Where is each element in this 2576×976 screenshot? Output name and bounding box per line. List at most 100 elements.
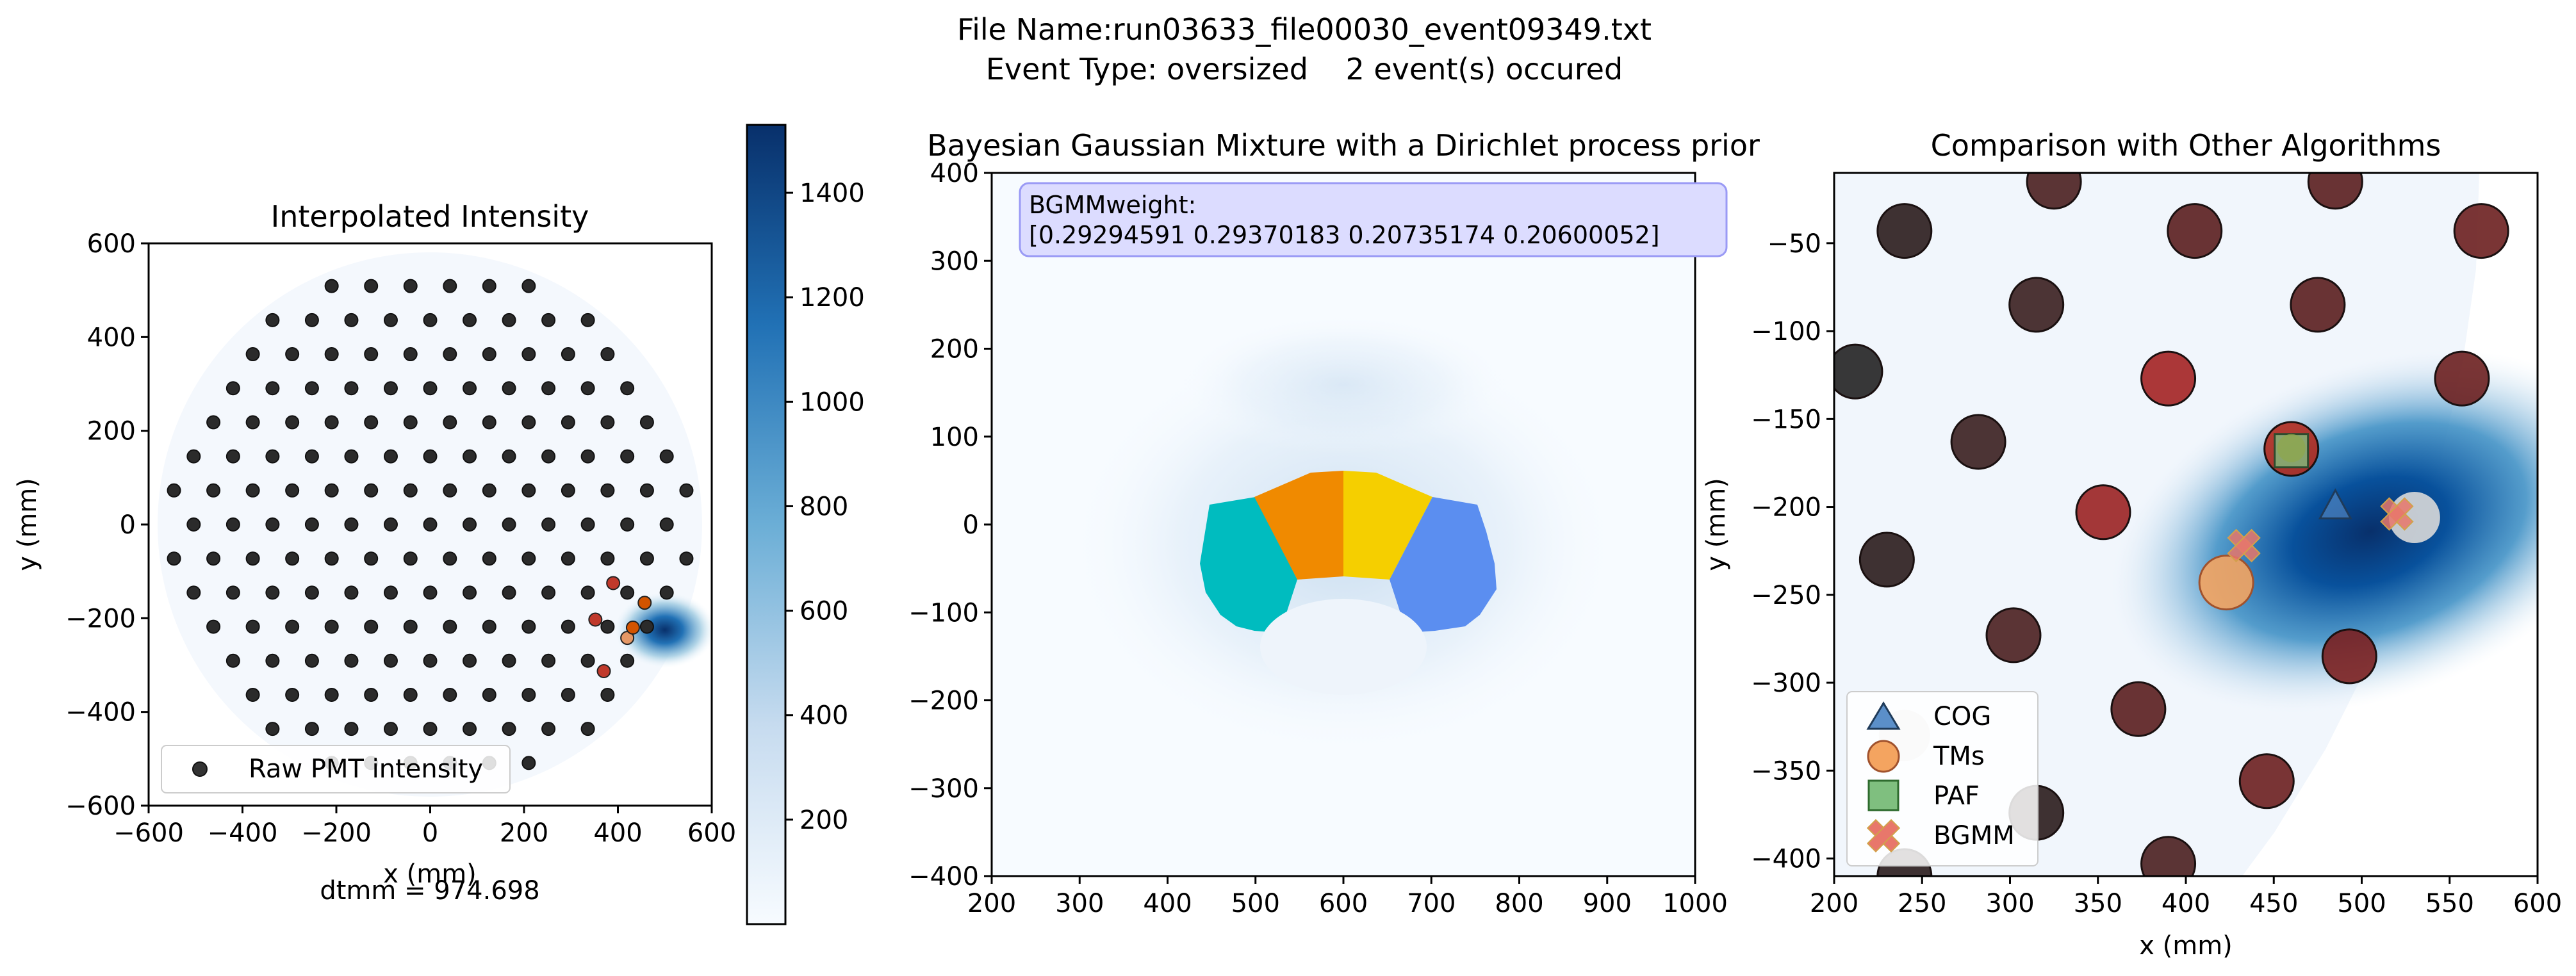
p1-pmt-marker bbox=[463, 517, 477, 532]
p3-ytick-label: −200 bbox=[908, 687, 979, 716]
p4-legend-bgmm-marker bbox=[1866, 818, 1901, 853]
p1-pmt-marker bbox=[383, 313, 398, 327]
p3-xtick-label: 900 bbox=[1583, 889, 1632, 918]
p4-xtick-label: 450 bbox=[2249, 889, 2298, 918]
p1-ytick-label: 400 bbox=[87, 323, 136, 352]
p4-xtick-label: 600 bbox=[2513, 889, 2562, 918]
p1-ytick-label: −200 bbox=[65, 604, 136, 633]
p1-hot-pmt-marker bbox=[596, 664, 611, 679]
p1-pmt-marker bbox=[383, 517, 398, 532]
p1-pmt-marker bbox=[383, 585, 398, 600]
p1-pmt-marker bbox=[580, 722, 595, 736]
p1-pmt-marker bbox=[364, 687, 379, 702]
colorbar: 200 400 600 800 1000 1200 1400 bbox=[746, 124, 865, 925]
p4-title: Comparison with Other Algorithms bbox=[1931, 128, 2441, 163]
p1-pmt-marker bbox=[443, 551, 457, 566]
p1-pmt-marker bbox=[521, 279, 536, 293]
p1-pmt-marker bbox=[580, 381, 595, 396]
colorbar-tick-label: 1000 bbox=[800, 387, 865, 417]
p1-pmt-marker bbox=[541, 517, 556, 532]
p1-pmt-marker bbox=[344, 449, 359, 464]
p1-pmt-marker bbox=[167, 551, 181, 566]
colorbar-tick-label: 1200 bbox=[800, 283, 865, 313]
p1-pmt-marker bbox=[403, 483, 418, 498]
p3-ytick-label: 300 bbox=[930, 247, 979, 276]
p1-pmt-marker bbox=[561, 619, 575, 634]
p1-hot-pmt-marker bbox=[588, 612, 603, 627]
p1-pmt-marker bbox=[403, 687, 418, 702]
p1-pmt-marker bbox=[659, 585, 674, 600]
p1-pmt-marker bbox=[600, 347, 615, 362]
p1-pmt-marker bbox=[561, 347, 575, 362]
p1-pmt-marker bbox=[265, 517, 280, 532]
p1-x-ticks: −600 −400 −200 0 200 400 600 bbox=[113, 806, 736, 848]
p1-pmt-marker bbox=[265, 653, 280, 668]
p4-legend-tms: TMs bbox=[1933, 742, 1985, 771]
p1-pmt-marker bbox=[245, 619, 260, 634]
p1-ylabel: y (mm) bbox=[13, 478, 42, 571]
p1-hot-pmt-marker bbox=[637, 596, 652, 610]
p4-legend-box bbox=[1846, 691, 2039, 866]
p1-pmt-marker bbox=[482, 347, 496, 362]
p4-legend-cog-marker bbox=[1866, 701, 1901, 730]
p1-xtick-label: −600 bbox=[113, 818, 184, 848]
p4-algorithm-markers bbox=[2198, 433, 2414, 611]
p1-pmt-marker bbox=[541, 653, 556, 668]
p1-pmt-marker bbox=[600, 415, 615, 430]
p3-ytick-label: −300 bbox=[908, 774, 979, 804]
p1-y-ticks: −600 −400 −200 0 200 400 600 bbox=[65, 229, 149, 821]
p4-xtick-label: 550 bbox=[2425, 889, 2474, 918]
p1-pmt-marker bbox=[383, 653, 398, 668]
p1-pmt-marker bbox=[423, 653, 438, 668]
p1-pmt-marker bbox=[383, 449, 398, 464]
p3-annotation-line1: BGMMweight: bbox=[1029, 191, 1196, 219]
p3-plot-area bbox=[992, 173, 1695, 876]
p1-pmt-marker bbox=[443, 619, 457, 634]
p1-pmt-marker bbox=[620, 585, 635, 600]
p1-xtick-label: 600 bbox=[687, 818, 736, 848]
p3-x-ticks: 200 300 400 500 600 700 800 900 1000 bbox=[967, 876, 1728, 918]
p4-legend-paf: PAF bbox=[1933, 781, 1980, 811]
p4-tms-marker bbox=[2198, 555, 2254, 611]
p1-pmt-marker bbox=[521, 687, 536, 702]
p1-pmt-marker bbox=[600, 687, 615, 702]
p4-pmt-marker bbox=[2167, 203, 2223, 259]
p3-cluster-orange bbox=[1254, 471, 1343, 580]
p4-pmt-marker bbox=[2140, 350, 2197, 407]
p3-xtick-label: 600 bbox=[1319, 889, 1368, 918]
p1-pmt-marker bbox=[659, 517, 674, 532]
p1-pmt-marker bbox=[541, 722, 556, 736]
p3-annotation-line2: [0.29294591 0.29370183 0.20735174 0.2060… bbox=[1029, 221, 1660, 249]
p1-hot-pmt-layer bbox=[588, 576, 652, 679]
p4-legend-bgmm: BGMM bbox=[1933, 821, 2015, 850]
p1-pmt-marker bbox=[541, 381, 556, 396]
p4-bgmm-marker bbox=[2227, 528, 2261, 563]
p1-xtick-label: −400 bbox=[208, 818, 278, 848]
p1-hot-pmt-marker bbox=[625, 620, 640, 635]
p3-weight-annotation: BGMMweight: [0.29294591 0.29370183 0.207… bbox=[1019, 182, 1728, 257]
p1-legend-label: Raw PMT intensity bbox=[249, 754, 483, 784]
p4-xtick-label: 500 bbox=[2337, 889, 2386, 918]
p4-bgmm-marker bbox=[2380, 497, 2414, 531]
panel-comparison: Comparison with Other Algorithms 200 250 3… bbox=[1702, 128, 2562, 961]
p1-pmt-marker bbox=[364, 347, 379, 362]
p3-xtick-label: 800 bbox=[1495, 889, 1543, 918]
p1-pmt-marker bbox=[304, 585, 319, 600]
p4-ytick-label: −300 bbox=[1751, 669, 1821, 698]
p1-pmt-marker bbox=[403, 619, 418, 634]
p1-plot-area bbox=[158, 252, 712, 797]
p1-pmt-marker bbox=[245, 551, 260, 566]
p3-ytick-label: −100 bbox=[908, 598, 979, 628]
p1-pmt-marker bbox=[344, 585, 359, 600]
p1-pmt-marker bbox=[463, 449, 477, 464]
p1-pmt-marker bbox=[423, 585, 438, 600]
p4-pmt-marker bbox=[2140, 836, 2197, 876]
p1-pmt-marker bbox=[304, 653, 319, 668]
p1-pmt-marker bbox=[206, 551, 221, 566]
p1-pmt-marker bbox=[620, 653, 635, 668]
p1-pmt-marker bbox=[521, 483, 536, 498]
p1-pmt-marker bbox=[423, 381, 438, 396]
p1-hot-pmt-marker bbox=[606, 576, 621, 590]
p1-pmt-marker bbox=[502, 585, 516, 600]
p1-pmt-marker bbox=[679, 551, 694, 566]
